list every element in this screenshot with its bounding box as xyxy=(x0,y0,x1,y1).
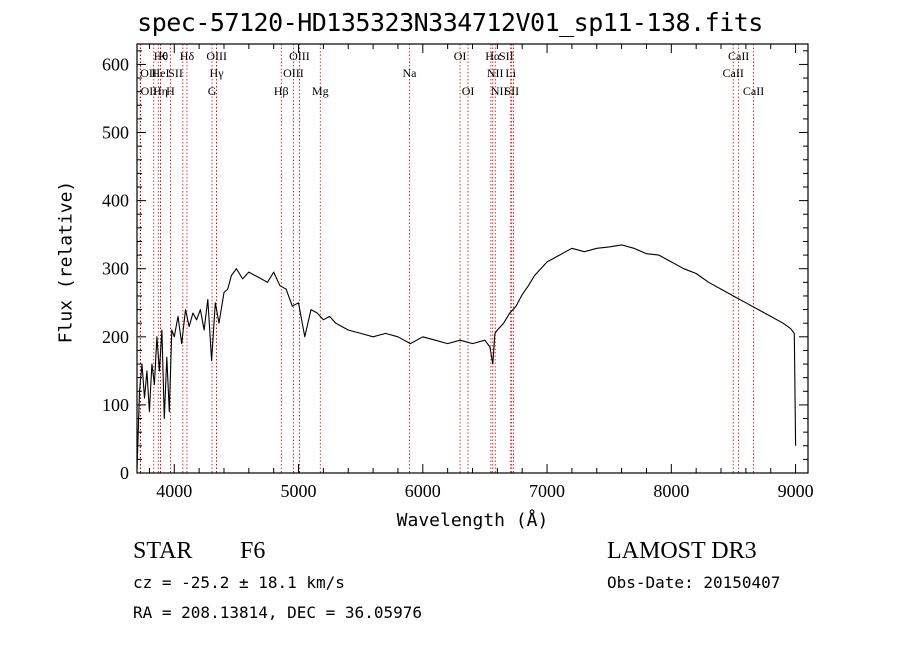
y-tick-label: 600 xyxy=(102,54,129,74)
y-tick-label: 200 xyxy=(102,327,129,347)
x-tick-label: 5000 xyxy=(281,481,317,501)
x-tick-label: 8000 xyxy=(653,481,689,501)
x-tick-label: 6000 xyxy=(405,481,441,501)
line-label: Hα xyxy=(485,49,501,63)
line-label: OII xyxy=(141,84,158,98)
line-label: Hβ xyxy=(274,84,289,98)
line-label: G xyxy=(208,84,217,98)
survey-release: LAMOST DR3 xyxy=(607,538,757,564)
plot-frame xyxy=(136,43,809,474)
observation-date: Obs-Date: 20150407 xyxy=(607,573,781,592)
y-tick-label: 0 xyxy=(120,463,129,483)
line-label: OIII xyxy=(289,49,310,63)
x-tick-label: 9000 xyxy=(778,481,814,501)
y-tick-label: 400 xyxy=(102,191,129,211)
line-label: Hγ xyxy=(210,66,225,80)
line-label: CaII xyxy=(743,84,764,98)
line-label: Li xyxy=(505,66,516,80)
line-label: Hδ xyxy=(180,49,195,63)
line-label: Na xyxy=(403,66,418,80)
line-label: SII xyxy=(504,84,519,98)
x-tick-label: 4000 xyxy=(156,481,192,501)
y-axis-label: Flux (relative) xyxy=(55,180,77,344)
line-label: NII xyxy=(491,84,508,98)
line-label: Hη xyxy=(153,84,168,98)
line-label: SII xyxy=(168,66,183,80)
spectral-subclass: F6 xyxy=(240,538,266,564)
y-tick-label: 500 xyxy=(102,123,129,143)
line-label: SII xyxy=(499,49,514,63)
line-label: CaII xyxy=(728,49,749,63)
y-tick-label: 100 xyxy=(102,395,129,415)
x-tick-label: 7000 xyxy=(529,481,565,501)
line-label: K xyxy=(158,49,167,63)
line-label: H xyxy=(166,84,175,98)
line-label: OI xyxy=(462,84,475,98)
x-axis-label: Wavelength (Å) xyxy=(396,510,549,531)
y-tick-label: 300 xyxy=(102,259,129,279)
line-label: Mg xyxy=(312,84,329,98)
redshift-velocity: cz = -25.2 ± 18.1 km/s xyxy=(133,573,345,592)
line-label: OI xyxy=(454,49,467,63)
line-label: OII xyxy=(140,66,157,80)
object-class: STAR xyxy=(133,538,193,564)
line-label: Hθ xyxy=(154,49,169,63)
sky-coordinates: RA = 208.13814, DEC = 36.05976 xyxy=(133,603,422,622)
line-label: CaII xyxy=(723,66,744,80)
spectrum-line xyxy=(136,244,797,470)
chart-title: spec-57120-HD135323N334712V01_sp11-138.f… xyxy=(137,8,763,37)
line-label: NII xyxy=(487,66,504,80)
line-label: OIII xyxy=(283,66,304,80)
